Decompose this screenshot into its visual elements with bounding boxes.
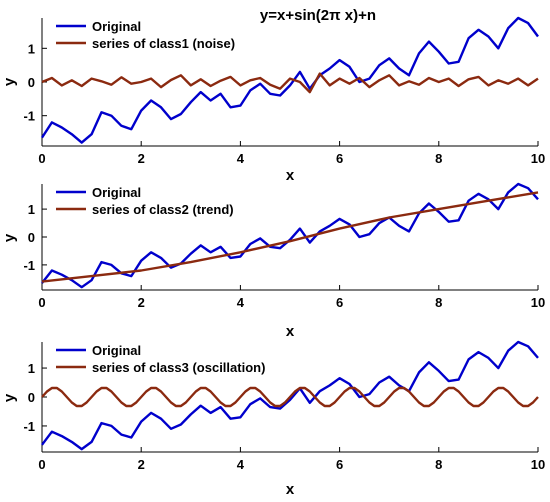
y-axis-label: y	[1, 77, 18, 86]
y-tick-label: -1	[23, 109, 35, 124]
legend-entry: series of class1 (noise)	[92, 36, 235, 51]
x-tick-label: 4	[237, 295, 245, 310]
y-axis-label: y	[1, 393, 18, 402]
y-tick-label: 1	[28, 361, 35, 376]
series-line-original	[41, 340, 539, 451]
y-axis-label: y	[1, 233, 18, 242]
y-tick-label: -1	[23, 419, 35, 434]
y-tick-label: 0	[28, 230, 35, 245]
x-tick-label: 6	[336, 151, 343, 166]
legend-entry: Original	[92, 343, 141, 358]
y-tick-label: -1	[23, 258, 35, 273]
x-tick-label: 8	[435, 151, 442, 166]
series-line-original	[41, 182, 539, 289]
x-tick-label: 0	[38, 295, 45, 310]
x-tick-label: 2	[138, 295, 145, 310]
legend-entry: Original	[92, 19, 141, 34]
x-tick-label: 6	[336, 457, 343, 472]
x-tick-label: 0	[38, 457, 45, 472]
series-line-original	[40, 16, 539, 144]
series-line-component	[41, 72, 539, 94]
series-line-component	[41, 191, 539, 283]
x-tick-label: 2	[138, 457, 145, 472]
chart-panel-3: 0 2 4 6 8 10 -1 0 1 x y Original series of class3 (o…	[1, 340, 545, 498]
legend-entry: Original	[92, 185, 141, 200]
x-tick-label: 6	[336, 295, 343, 310]
x-tick-label: 10	[531, 151, 545, 166]
y-tick-label: 0	[28, 390, 35, 405]
y-tick-label: 1	[28, 202, 35, 217]
x-tick-label: 4	[237, 151, 245, 166]
legend-entry: series of class3 (oscillation)	[92, 360, 265, 375]
x-axis-label: x	[286, 323, 295, 340]
x-tick-label: 4	[237, 457, 245, 472]
x-tick-label: 2	[138, 151, 145, 166]
chart-panel-1: 0 2 4 6 8 10 -1 0 1 x y y=x+sin(2π x)+n Original seri…	[1, 7, 545, 184]
legend-entry: series of class2 (trend)	[92, 202, 234, 217]
x-tick-label: 8	[435, 457, 442, 472]
x-tick-label: 0	[38, 151, 45, 166]
chart-title: y=x+sin(2π x)+n	[260, 7, 376, 24]
series-line-component	[41, 386, 539, 408]
y-tick-label: 0	[28, 75, 35, 90]
y-tick-label: 1	[28, 41, 35, 56]
chart-panel-2: 0 2 4 6 8 10 -1 0 1 x y Original series of class2 (t…	[1, 182, 545, 340]
x-tick-label: 10	[531, 457, 545, 472]
x-tick-label: 10	[531, 295, 545, 310]
x-tick-label: 8	[435, 295, 442, 310]
x-axis-label: x	[286, 481, 295, 498]
x-axis-label: x	[286, 167, 295, 184]
